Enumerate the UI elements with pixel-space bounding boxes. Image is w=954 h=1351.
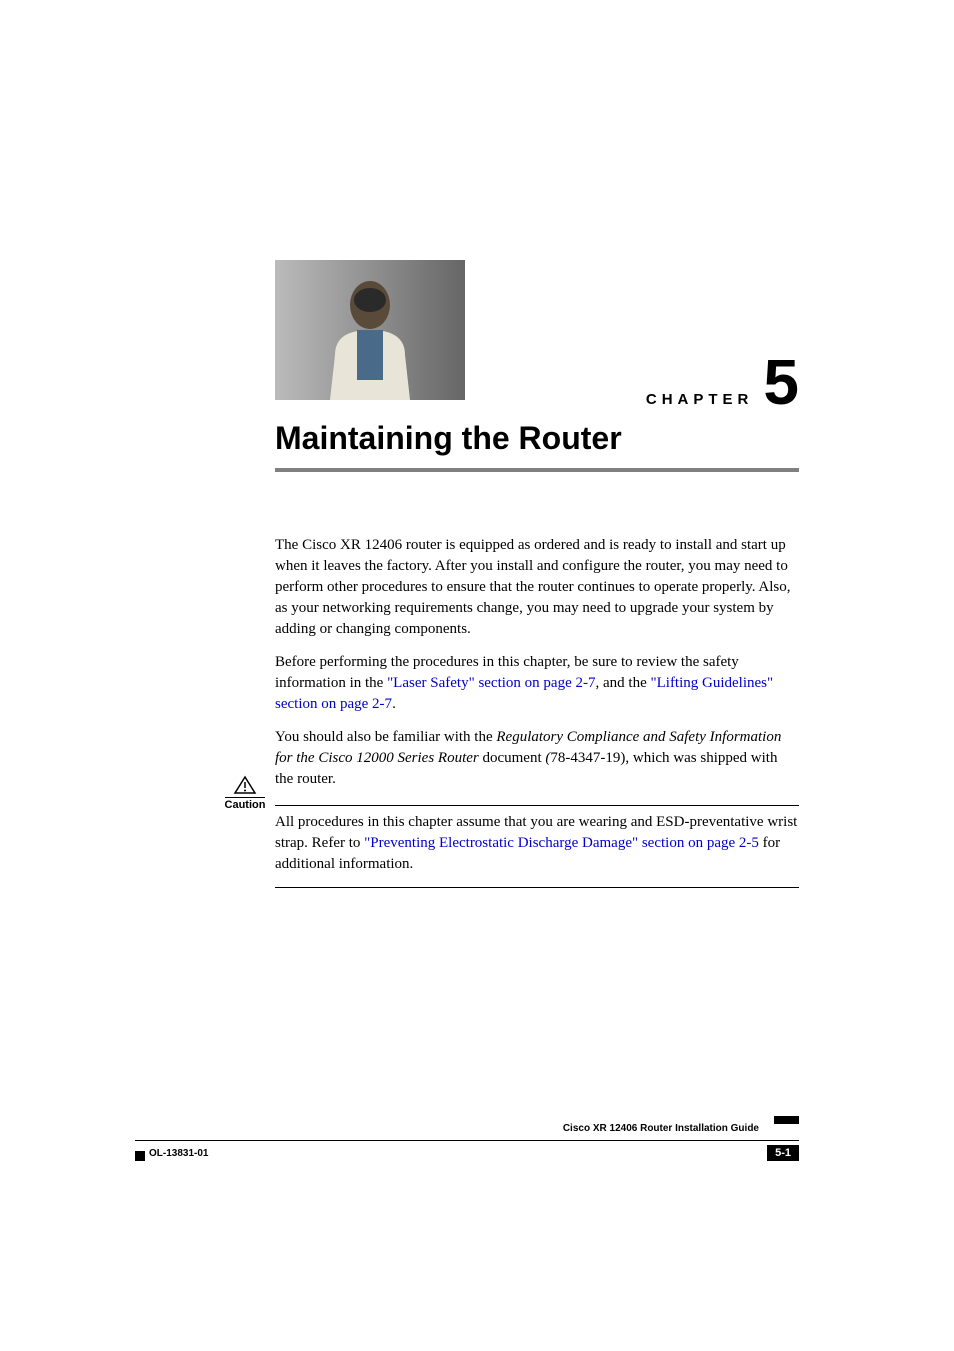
document-page: CHAPTER 5 Maintaining the Router The Cis… — [0, 0, 954, 1351]
intro-paragraph: The Cisco XR 12406 router is equipped as… — [275, 535, 799, 640]
chapter-label: CHAPTER 5 — [646, 360, 799, 408]
regulatory-mid: document — [479, 750, 546, 766]
footer-marker-right — [774, 1116, 799, 1124]
caution-text: All procedures in this chapter assume th… — [275, 812, 799, 875]
title-underline — [275, 468, 799, 472]
footer-marker-left — [135, 1151, 145, 1161]
safety-paragraph: Before performing the procedures in this… — [275, 652, 799, 715]
footer-rule — [135, 1140, 799, 1141]
caution-top-rule — [275, 805, 799, 806]
body-content: The Cisco XR 12406 router is equipped as… — [275, 535, 799, 888]
esd-damage-link[interactable]: "Preventing Electrostatic Discharge Dama… — [364, 835, 759, 851]
chapter-header-image — [275, 260, 465, 400]
regulatory-pre: You should also be familiar with the — [275, 729, 496, 745]
safety-text-mid: , and the — [596, 675, 651, 691]
caution-triangle-icon — [233, 775, 257, 795]
page-footer: Cisco XR 12406 Router Installation Guide… — [135, 1123, 799, 1161]
document-number: OL-13831-01 — [149, 1148, 208, 1159]
caution-icon-underline — [225, 797, 265, 798]
caution-block: Caution All procedures in this chapter a… — [275, 805, 799, 888]
laser-safety-link[interactable]: "Laser Safety" section on page 2-7 — [387, 675, 595, 691]
footer-guide-title: Cisco XR 12406 Router Installation Guide — [135, 1123, 759, 1134]
chapter-title: Maintaining the Router — [275, 420, 799, 457]
safety-text-post: . — [392, 696, 396, 712]
caution-label: Caution — [220, 799, 270, 811]
chapter-word: CHAPTER — [646, 391, 754, 408]
chapter-number: 5 — [763, 360, 799, 405]
person-illustration — [275, 260, 465, 400]
footer-row: OL-13831-01 5-1 — [135, 1145, 799, 1161]
caution-icon-container: Caution — [220, 775, 270, 811]
page-number: 5-1 — [767, 1145, 799, 1161]
caution-bottom-rule — [275, 887, 799, 888]
regulatory-paragraph: You should also be familiar with the Reg… — [275, 727, 799, 790]
